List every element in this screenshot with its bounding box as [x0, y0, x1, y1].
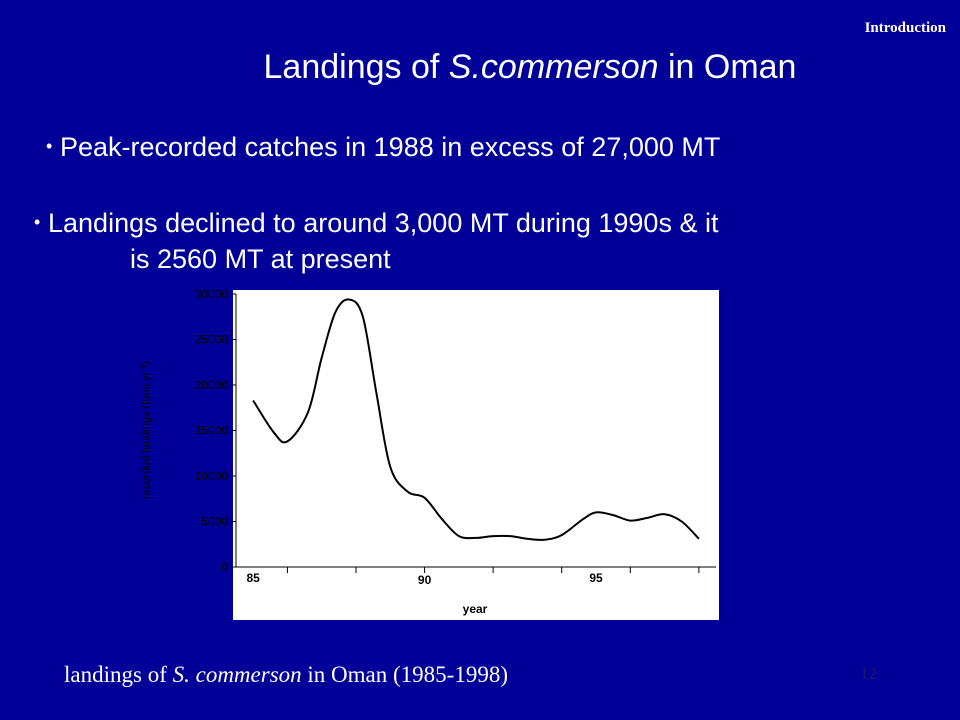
bullet-landings-decline: • Landings declined to around 3,000 MT du…	[34, 204, 718, 277]
page-number: 12	[860, 664, 877, 683]
bullet-dot: •	[46, 136, 53, 156]
chart-background	[233, 290, 719, 620]
y-tick-label: 15000	[195, 424, 229, 438]
y-tick-label: 30000	[195, 287, 229, 301]
title-suffix: in Oman	[658, 48, 797, 86]
bullet-2-text-line1: Landings declined to around 3,000 MT dur…	[48, 208, 719, 238]
bullet-dot: •	[34, 212, 41, 232]
x-tick-label: 85	[246, 571, 260, 585]
title-species: S.commerson	[448, 48, 659, 86]
y-axis-label: recorded landings (tons yr-1)	[138, 361, 152, 499]
slide-title: Landings of S.commerson in Oman	[0, 48, 960, 87]
caption-species: S. commerson	[172, 662, 302, 687]
x-tick-label: 95	[589, 571, 603, 585]
x-tick-label: 90	[418, 573, 432, 587]
x-axis: 85 90 95	[236, 566, 716, 587]
bullet-2-text-line2: is 2560 MT at present	[130, 244, 391, 274]
bullet-1-text: Peak-recorded catches in 1988 in excess …	[60, 132, 721, 162]
y-axis: 0 5000 10000 15000 20000 25000 30000	[195, 287, 237, 574]
figure-caption: landings of S. commerson in Oman (1985-1…	[64, 662, 508, 688]
y-tick-label: 25000	[195, 333, 229, 347]
y-tick-label: 20000	[195, 378, 229, 392]
x-axis-label: year	[463, 602, 488, 616]
caption-prefix: landings of	[64, 662, 173, 687]
landings-series-line	[252, 298, 700, 541]
y-tick-label: 10000	[195, 469, 229, 483]
section-label: Introduction	[864, 20, 946, 36]
y-tick-label: 0	[221, 560, 228, 574]
title-prefix: Landings of	[263, 48, 449, 86]
bullet-peak-catches: • Peak-recorded catches in 1988 in excess…	[46, 128, 720, 165]
y-tick-label: 5000	[201, 515, 228, 529]
caption-suffix: in Oman (1985-1998)	[301, 662, 508, 687]
